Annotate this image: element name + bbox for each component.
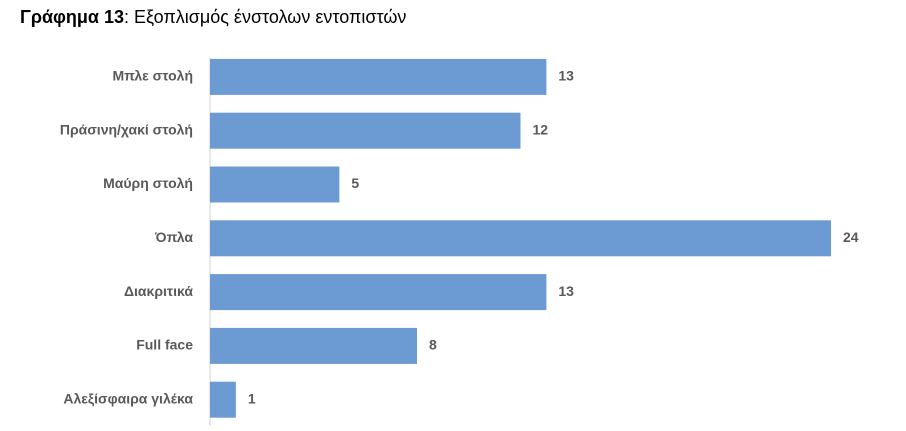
- category-label: Διακριτικά: [124, 283, 193, 299]
- bar: [210, 327, 417, 364]
- value-label: 13: [558, 283, 574, 299]
- category-label: Full face: [136, 337, 193, 353]
- bar: [210, 166, 340, 203]
- bar: [210, 220, 831, 257]
- bar: [210, 112, 521, 149]
- value-label: 12: [533, 121, 549, 137]
- category-label: Πράσινη/χακί στολή: [60, 121, 193, 137]
- category-label: Όπλα: [154, 229, 193, 245]
- chart-title: Γράφημα 13: Εξοπλισμός ένστολων εντοπιστ…: [20, 7, 406, 27]
- bar: [210, 274, 547, 311]
- value-label: 24: [843, 229, 859, 245]
- value-label: 5: [351, 175, 359, 191]
- title-prefix: Γράφημα 13: [20, 7, 124, 27]
- category-label: Μαύρη στολή: [103, 175, 193, 191]
- category-label: Μπλε στολή: [112, 68, 193, 84]
- bar: [210, 58, 547, 95]
- value-label: 1: [248, 390, 256, 406]
- category-label: Αλεξίσφαιρα γιλέκα: [63, 390, 193, 406]
- title-text: : Εξοπλισμός ένστολων εντοπιστών: [124, 7, 406, 27]
- value-label: 8: [429, 337, 437, 353]
- value-label: 13: [558, 68, 574, 84]
- bar: [210, 381, 236, 418]
